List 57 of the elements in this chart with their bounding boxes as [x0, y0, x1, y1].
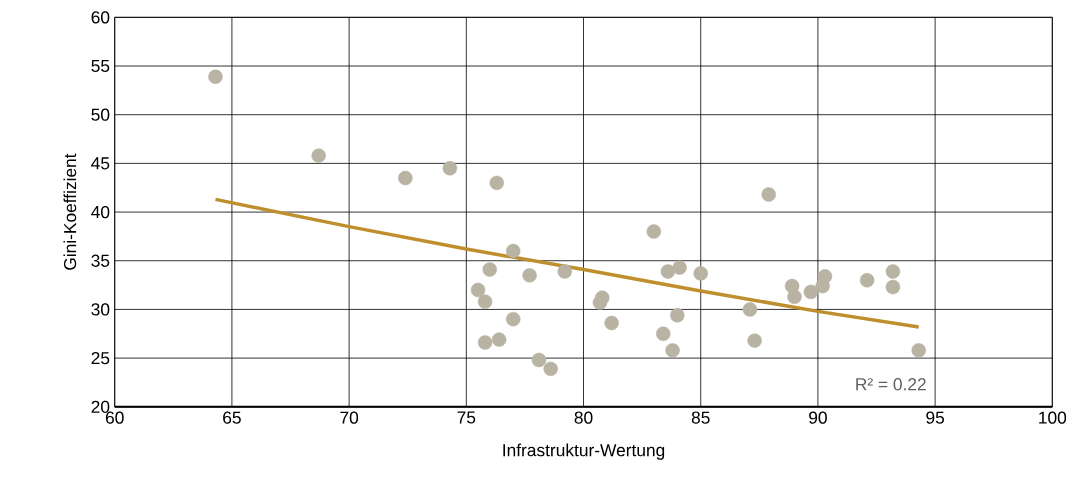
point [557, 264, 572, 279]
y-tick-label: 50 [91, 108, 110, 121]
x-tick-label: 90 [809, 411, 827, 424]
y-tick-label: 30 [91, 303, 110, 316]
y-tick-label: 25 [91, 352, 110, 365]
point [491, 332, 507, 347]
point [665, 343, 680, 358]
point [885, 279, 901, 295]
point [656, 326, 671, 342]
point [522, 268, 537, 283]
line-series [213, 197, 921, 329]
y-tick-label: 40 [91, 206, 110, 219]
x-tick-label: 80 [574, 411, 593, 424]
point [885, 264, 901, 279]
point [505, 312, 521, 327]
point [477, 335, 493, 350]
point [489, 175, 504, 191]
point [787, 289, 802, 305]
x-tick-label: 65 [223, 411, 241, 424]
point [442, 161, 458, 176]
x-tick-label: 95 [926, 411, 945, 424]
point [747, 333, 762, 348]
point [470, 282, 486, 298]
x-tick-label: 75 [457, 411, 476, 424]
point [693, 266, 708, 281]
y-axis-title: Gini-Koeffizient [63, 153, 77, 270]
point [761, 187, 776, 202]
point [482, 262, 497, 277]
y-tick-label: 55 [91, 60, 110, 73]
point [817, 269, 833, 284]
point [646, 224, 662, 239]
x-axis-title: Infrastruktur-Wertung [503, 443, 665, 460]
point [670, 308, 685, 323]
point [742, 302, 758, 317]
y-tick-label: 60 [91, 11, 110, 24]
point [543, 361, 558, 377]
point [398, 170, 413, 186]
point [531, 352, 547, 368]
point [604, 315, 619, 331]
point [660, 264, 676, 279]
point [859, 273, 875, 288]
point [803, 284, 819, 300]
point [505, 243, 521, 259]
point [477, 294, 493, 309]
y-tick-label: 35 [91, 254, 110, 267]
x-tick-label: 85 [691, 411, 710, 424]
x-tick-label: 60 [105, 411, 124, 424]
point [672, 260, 687, 275]
y-tick-label: 20 [91, 400, 110, 414]
point [208, 69, 223, 85]
point [911, 343, 926, 358]
x-tick-label: 100 [1039, 411, 1067, 424]
point [595, 290, 610, 306]
annotation: R² = 0.22 [856, 378, 926, 391]
x-tick-label: 70 [340, 411, 359, 424]
point [311, 148, 326, 163]
y-tick-label: 45 [91, 157, 110, 170]
